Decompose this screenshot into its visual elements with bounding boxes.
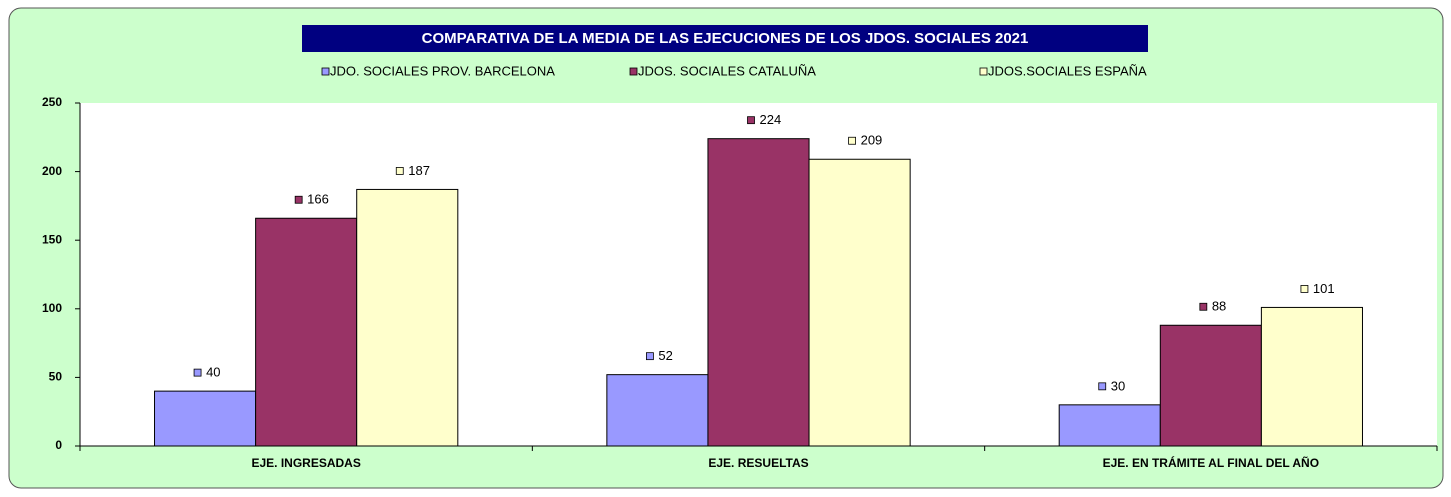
data-label: 209 (861, 133, 883, 148)
bar (1260, 306, 1363, 447)
y-tick-label: 250 (42, 95, 62, 109)
x-tick-label: EJE. RESUELTAS (708, 456, 808, 470)
x-tick-label: EJE. EN TRÁMITE AL FINAL DEL AÑO (1103, 455, 1319, 470)
bar (356, 188, 459, 447)
legend-swatch (979, 67, 988, 76)
y-tick-label: 50 (49, 370, 63, 384)
data-label-swatch (848, 136, 856, 145)
data-label-swatch (646, 352, 654, 361)
bar (808, 158, 911, 447)
data-label-swatch (193, 368, 202, 377)
y-tick-label: 100 (42, 301, 62, 315)
bar (255, 217, 358, 447)
legend-label: JDO. SOCIALES PROV. BARCELONA (330, 63, 555, 78)
bar (1058, 404, 1161, 447)
legend-label: JDOS.SOCIALES ESPAÑA (988, 63, 1147, 78)
data-label-swatch (747, 116, 755, 125)
bar (606, 374, 709, 447)
legend-swatch (629, 67, 638, 76)
y-tick-label: 200 (42, 164, 62, 178)
data-label: 30 (1111, 378, 1125, 393)
y-tick-label: 0 (55, 438, 62, 452)
bar (707, 138, 810, 447)
data-label: 88 (1212, 299, 1226, 314)
bar (1159, 324, 1262, 447)
y-tick-label: 150 (42, 232, 62, 246)
data-label-swatch (1300, 285, 1309, 293)
legend-label: JDOS. SOCIALES CATALUÑA (638, 63, 816, 78)
title-box (302, 25, 1148, 52)
legend-swatch (321, 67, 330, 76)
data-label-swatch (1098, 382, 1107, 391)
data-label: 52 (658, 348, 672, 363)
data-label: 101 (1313, 281, 1335, 296)
data-label: 166 (307, 192, 329, 207)
data-label-swatch (395, 167, 404, 175)
bar (154, 390, 257, 447)
data-label: 224 (760, 112, 782, 127)
data-label: 40 (206, 365, 220, 380)
data-label-swatch (1199, 302, 1208, 311)
x-tick-label: EJE. INGRESADAS (251, 456, 360, 470)
data-label-swatch (294, 195, 303, 204)
data-label: 187 (408, 163, 430, 178)
chart-title: COMPARATIVA DE LA MEDIA DE LAS EJECUCION… (422, 30, 1029, 47)
